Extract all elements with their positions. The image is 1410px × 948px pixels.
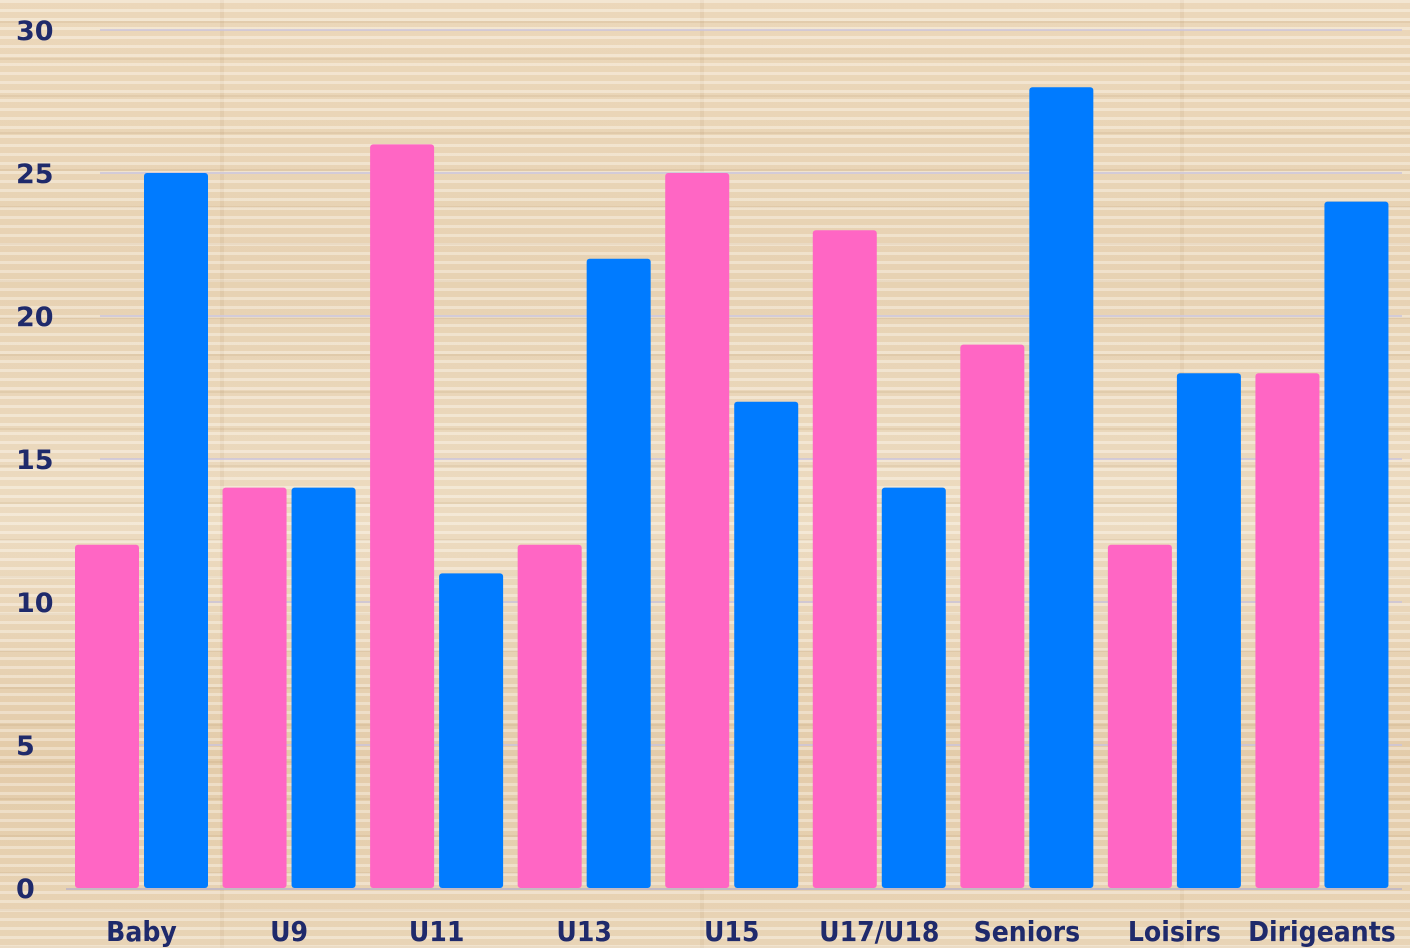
bar: [734, 401, 799, 888]
x-tick-label: Dirigeants: [1248, 915, 1396, 948]
x-tick-label: Loisirs: [1128, 915, 1221, 948]
bar: [517, 544, 582, 888]
bar: [1029, 87, 1094, 888]
y-tick-label: 0: [16, 874, 35, 905]
bar: [291, 487, 356, 888]
x-tick-label: U9: [270, 915, 308, 948]
bar: [75, 544, 139, 888]
y-tick-label: 25: [16, 159, 54, 190]
bar: [586, 258, 651, 888]
bar: [881, 487, 946, 888]
bar: [812, 230, 877, 888]
x-tick-label: U15: [704, 915, 760, 948]
bar: [370, 144, 435, 888]
bar: [144, 173, 208, 888]
x-tick-label: Baby: [106, 915, 177, 948]
x-tick-label: U17/U18: [819, 915, 939, 948]
bar: [665, 173, 730, 888]
bar: [1107, 544, 1172, 888]
bar: [439, 573, 504, 888]
bar: [1255, 373, 1320, 888]
y-tick-label: 30: [16, 16, 54, 47]
x-tick-label: U13: [556, 915, 612, 948]
y-tick-label: 15: [16, 445, 54, 476]
x-tick-label: U11: [409, 915, 465, 948]
bar: [222, 487, 287, 888]
bar: [1176, 373, 1241, 888]
bar: [1324, 201, 1389, 889]
y-tick-label: 5: [16, 731, 35, 762]
y-tick-label: 20: [16, 302, 54, 333]
bar: [960, 344, 1025, 889]
x-tick-label: Seniors: [974, 915, 1081, 948]
y-tick-label: 10: [16, 588, 54, 619]
